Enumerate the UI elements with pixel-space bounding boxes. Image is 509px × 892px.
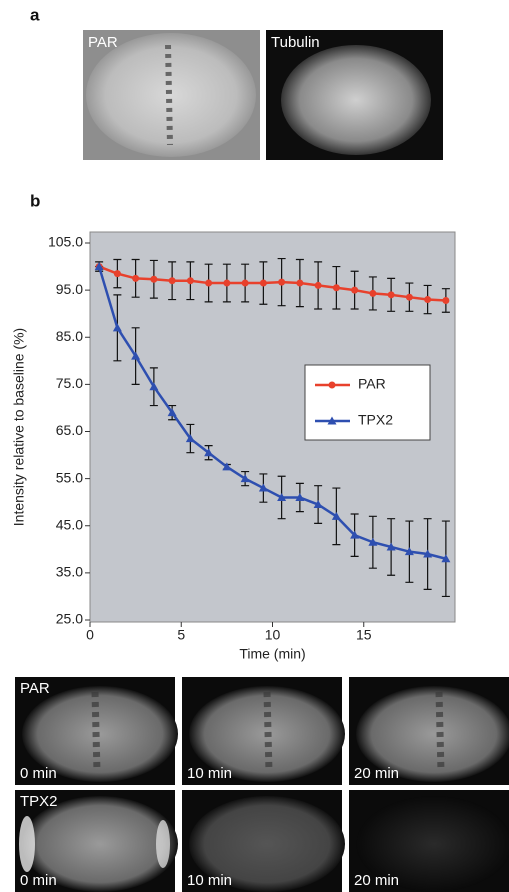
point [331, 511, 341, 520]
y-tick-label: 75.0 [56, 375, 83, 391]
point [240, 474, 250, 483]
series-line [97, 266, 447, 560]
legend-label: TPX2 [358, 412, 393, 428]
point [223, 279, 231, 287]
x-axis-title: Time (min) [239, 646, 305, 662]
y-tick-label: 45.0 [56, 516, 83, 532]
y-tick-label: 85.0 [56, 328, 83, 344]
point [259, 279, 267, 287]
point [277, 492, 287, 501]
x-tick-label: 10 [265, 627, 281, 643]
point [296, 279, 304, 287]
legend [304, 364, 431, 441]
point [423, 549, 433, 558]
point [204, 448, 214, 457]
point [441, 554, 451, 563]
point [112, 323, 122, 332]
y-tick-label: 95.0 [56, 281, 83, 297]
time-label: 20 min [354, 872, 399, 889]
cell [356, 796, 509, 892]
point [327, 416, 337, 425]
chromosome [91, 691, 101, 773]
point [404, 547, 414, 556]
point [185, 434, 195, 443]
y-tick-label: 105.0 [48, 234, 83, 250]
point [405, 293, 413, 301]
point [350, 530, 360, 539]
cell [189, 796, 345, 892]
cell [22, 796, 178, 892]
point [328, 381, 336, 389]
cell [356, 686, 509, 782]
point [351, 286, 359, 294]
chromosome [263, 691, 273, 773]
point [332, 284, 340, 292]
point [205, 279, 213, 287]
y-tick-label: 25.0 [56, 611, 83, 627]
point [387, 291, 395, 299]
panel-label: b [30, 191, 40, 210]
row-label: PAR [20, 680, 50, 697]
spindle-pole [156, 820, 170, 868]
chromosome [435, 691, 445, 773]
row-label: TPX2 [20, 793, 58, 810]
time-label: 0 min [20, 872, 57, 889]
time-label: 10 min [187, 872, 232, 889]
point [424, 296, 432, 304]
image-label: Tubulin [271, 34, 320, 51]
x-tick-label: 0 [86, 627, 94, 643]
point [131, 351, 141, 360]
spindle-pole [19, 816, 35, 872]
point [186, 277, 194, 285]
point [369, 289, 377, 297]
point [241, 279, 249, 287]
point [222, 462, 232, 471]
point [150, 275, 158, 283]
point [295, 492, 305, 501]
x-tick-label: 15 [356, 627, 372, 643]
chromosome [165, 44, 173, 146]
panel-c: 0 min 10 min 20 min PAR 0 min 10 min 20 min TPX… [15, 677, 509, 892]
point [132, 274, 140, 282]
point [278, 278, 286, 286]
y-tick-label: 35.0 [56, 564, 83, 580]
point [94, 262, 104, 271]
point [167, 408, 177, 417]
point [368, 537, 378, 546]
point [113, 270, 121, 278]
point [386, 542, 396, 551]
y-axis-title: Intensity relative to baseline (%) [11, 328, 27, 526]
cell [281, 45, 431, 155]
chart: 25.0 35.0 45.0 55.0 65.0 75.0 85.0 95.0 105.0 0 5 1… [11, 231, 456, 662]
point [442, 296, 450, 304]
panel-label: a [30, 5, 40, 24]
legend-label: PAR [358, 376, 386, 392]
cell [86, 33, 256, 157]
x-tick-label: 5 [177, 627, 185, 643]
point [149, 382, 159, 391]
y-tick-label: 65.0 [56, 422, 83, 438]
y-tick-label: 55.0 [56, 469, 83, 485]
time-label: 10 min [187, 765, 232, 782]
panel-a: a PAR Tubulin [30, 5, 443, 160]
point [168, 277, 176, 285]
point [314, 281, 322, 289]
point [258, 483, 268, 492]
point [313, 500, 323, 509]
time-label: 0 min [20, 765, 57, 782]
image-label: PAR [88, 34, 118, 51]
cell [22, 686, 178, 782]
time-label: 20 min [354, 765, 399, 782]
